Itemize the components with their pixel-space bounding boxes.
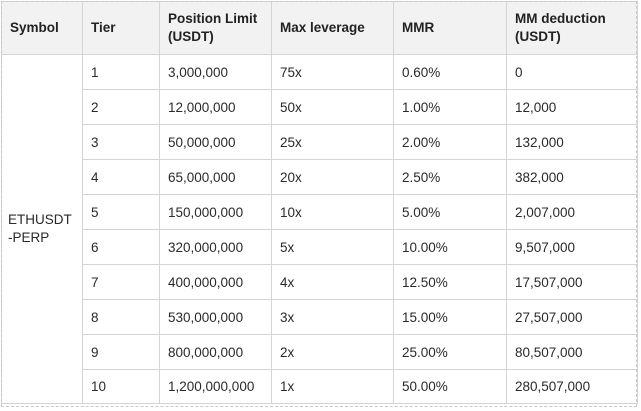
max-leverage-cell: 2x [271,334,394,370]
position-limit-cell: 3,000,000 [159,54,272,90]
position-limit-cell: 400,000,000 [159,264,272,300]
header-mm-deduction-line2: (USDT) [515,29,561,44]
mmr-cell: 50.00% [393,369,507,404]
max-leverage-cell: 20x [271,159,394,195]
header-mm-deduction: MM deduction (USDT) [506,1,638,55]
header-row: Symbol Tier Position Limit (USDT) Max lev… [1,1,638,55]
table-row: 4 65,000,000 20x 2.50% 382,000 [2,159,638,195]
mm-deduction-cell: 80,507,000 [506,334,638,370]
table-row: 2 12,000,000 50x 1.00% 12,000 [2,89,638,125]
table-row: 8 530,000,000 3x 15.00% 27,507,000 [2,299,638,335]
symbol-line1: ETHUSDT [8,212,72,227]
header-symbol: Symbol [1,1,83,55]
tier-cell: 3 [82,124,160,160]
mmr-cell: 10.00% [393,229,507,265]
max-leverage-cell: 5x [271,229,394,265]
position-limit-cell: 530,000,000 [159,299,272,335]
table-body: ETHUSDT -PERP 1 3,000,000 75x 0.60% 0 2 1… [1,54,638,404]
mm-deduction-cell: 132,000 [506,124,638,160]
mmr-cell: 25.00% [393,334,507,370]
mm-deduction-cell: 382,000 [506,159,638,195]
position-limit-cell: 50,000,000 [159,124,272,160]
leverage-tier-table: Symbol Tier Position Limit (USDT) Max lev… [1,1,638,404]
tier-cell: 10 [82,369,160,404]
mm-deduction-cell: 2,007,000 [506,194,638,230]
mm-deduction-cell: 17,507,000 [506,264,638,300]
mm-deduction-cell: 27,507,000 [506,299,638,335]
mm-deduction-cell: 9,507,000 [506,229,638,265]
symbol-line2: -PERP [8,230,50,245]
header-max-leverage: Max leverage [271,1,394,55]
tier-cell: 9 [82,334,160,370]
max-leverage-cell: 50x [271,89,394,125]
max-leverage-cell: 10x [271,194,394,230]
mmr-cell: 0.60% [393,54,507,90]
tier-cell: 6 [82,229,160,265]
table-row: 10 1,200,000,000 1x 50.00% 280,507,000 [2,369,638,404]
position-limit-cell: 800,000,000 [159,334,272,370]
header-position-limit: Position Limit (USDT) [159,1,272,55]
header-position-limit-line1: Position Limit [168,11,258,26]
table-row: 7 400,000,000 4x 12.50% 17,507,000 [2,264,638,300]
header-mmr: MMR [393,1,507,55]
max-leverage-cell: 4x [271,264,394,300]
header-tier: Tier [82,1,160,55]
max-leverage-cell: 1x [271,369,394,404]
tier-cell: 2 [82,89,160,125]
mmr-cell: 2.50% [393,159,507,195]
tier-cell: 8 [82,299,160,335]
table-row: 9 800,000,000 2x 25.00% 80,507,000 [2,334,638,370]
table-row: ETHUSDT -PERP 1 3,000,000 75x 0.60% 0 [1,54,638,404]
position-limit-cell: 12,000,000 [159,89,272,125]
mm-deduction-cell: 0 [506,54,638,90]
position-limit-cell: 1,200,000,000 [159,369,272,404]
header-mm-deduction-line1: MM deduction [515,11,606,26]
table-row: 6 320,000,000 5x 10.00% 9,507,000 [2,229,638,265]
mmr-cell: 15.00% [393,299,507,335]
mm-deduction-cell: 280,507,000 [506,369,638,404]
max-leverage-cell: 3x [271,299,394,335]
header-position-limit-line2: (USDT) [168,29,214,44]
position-limit-cell: 320,000,000 [159,229,272,265]
tier-cell: 7 [82,264,160,300]
max-leverage-cell: 75x [271,54,394,90]
symbol-cell: ETHUSDT -PERP [1,54,83,404]
max-leverage-cell: 25x [271,124,394,160]
table-row: 5 150,000,000 10x 5.00% 2,007,000 [2,194,638,230]
mmr-cell: 1.00% [393,89,507,125]
mmr-cell: 12.50% [393,264,507,300]
mmr-cell: 5.00% [393,194,507,230]
table-row: 3 50,000,000 25x 2.00% 132,000 [2,124,638,160]
position-limit-cell: 65,000,000 [159,159,272,195]
position-limit-cell: 150,000,000 [159,194,272,230]
tier-cell: 5 [82,194,160,230]
tier-cell: 4 [82,159,160,195]
mm-deduction-cell: 12,000 [506,89,638,125]
tier-cell: 1 [82,54,160,90]
mmr-cell: 2.00% [393,124,507,160]
table-header: Symbol Tier Position Limit (USDT) Max lev… [1,1,638,55]
